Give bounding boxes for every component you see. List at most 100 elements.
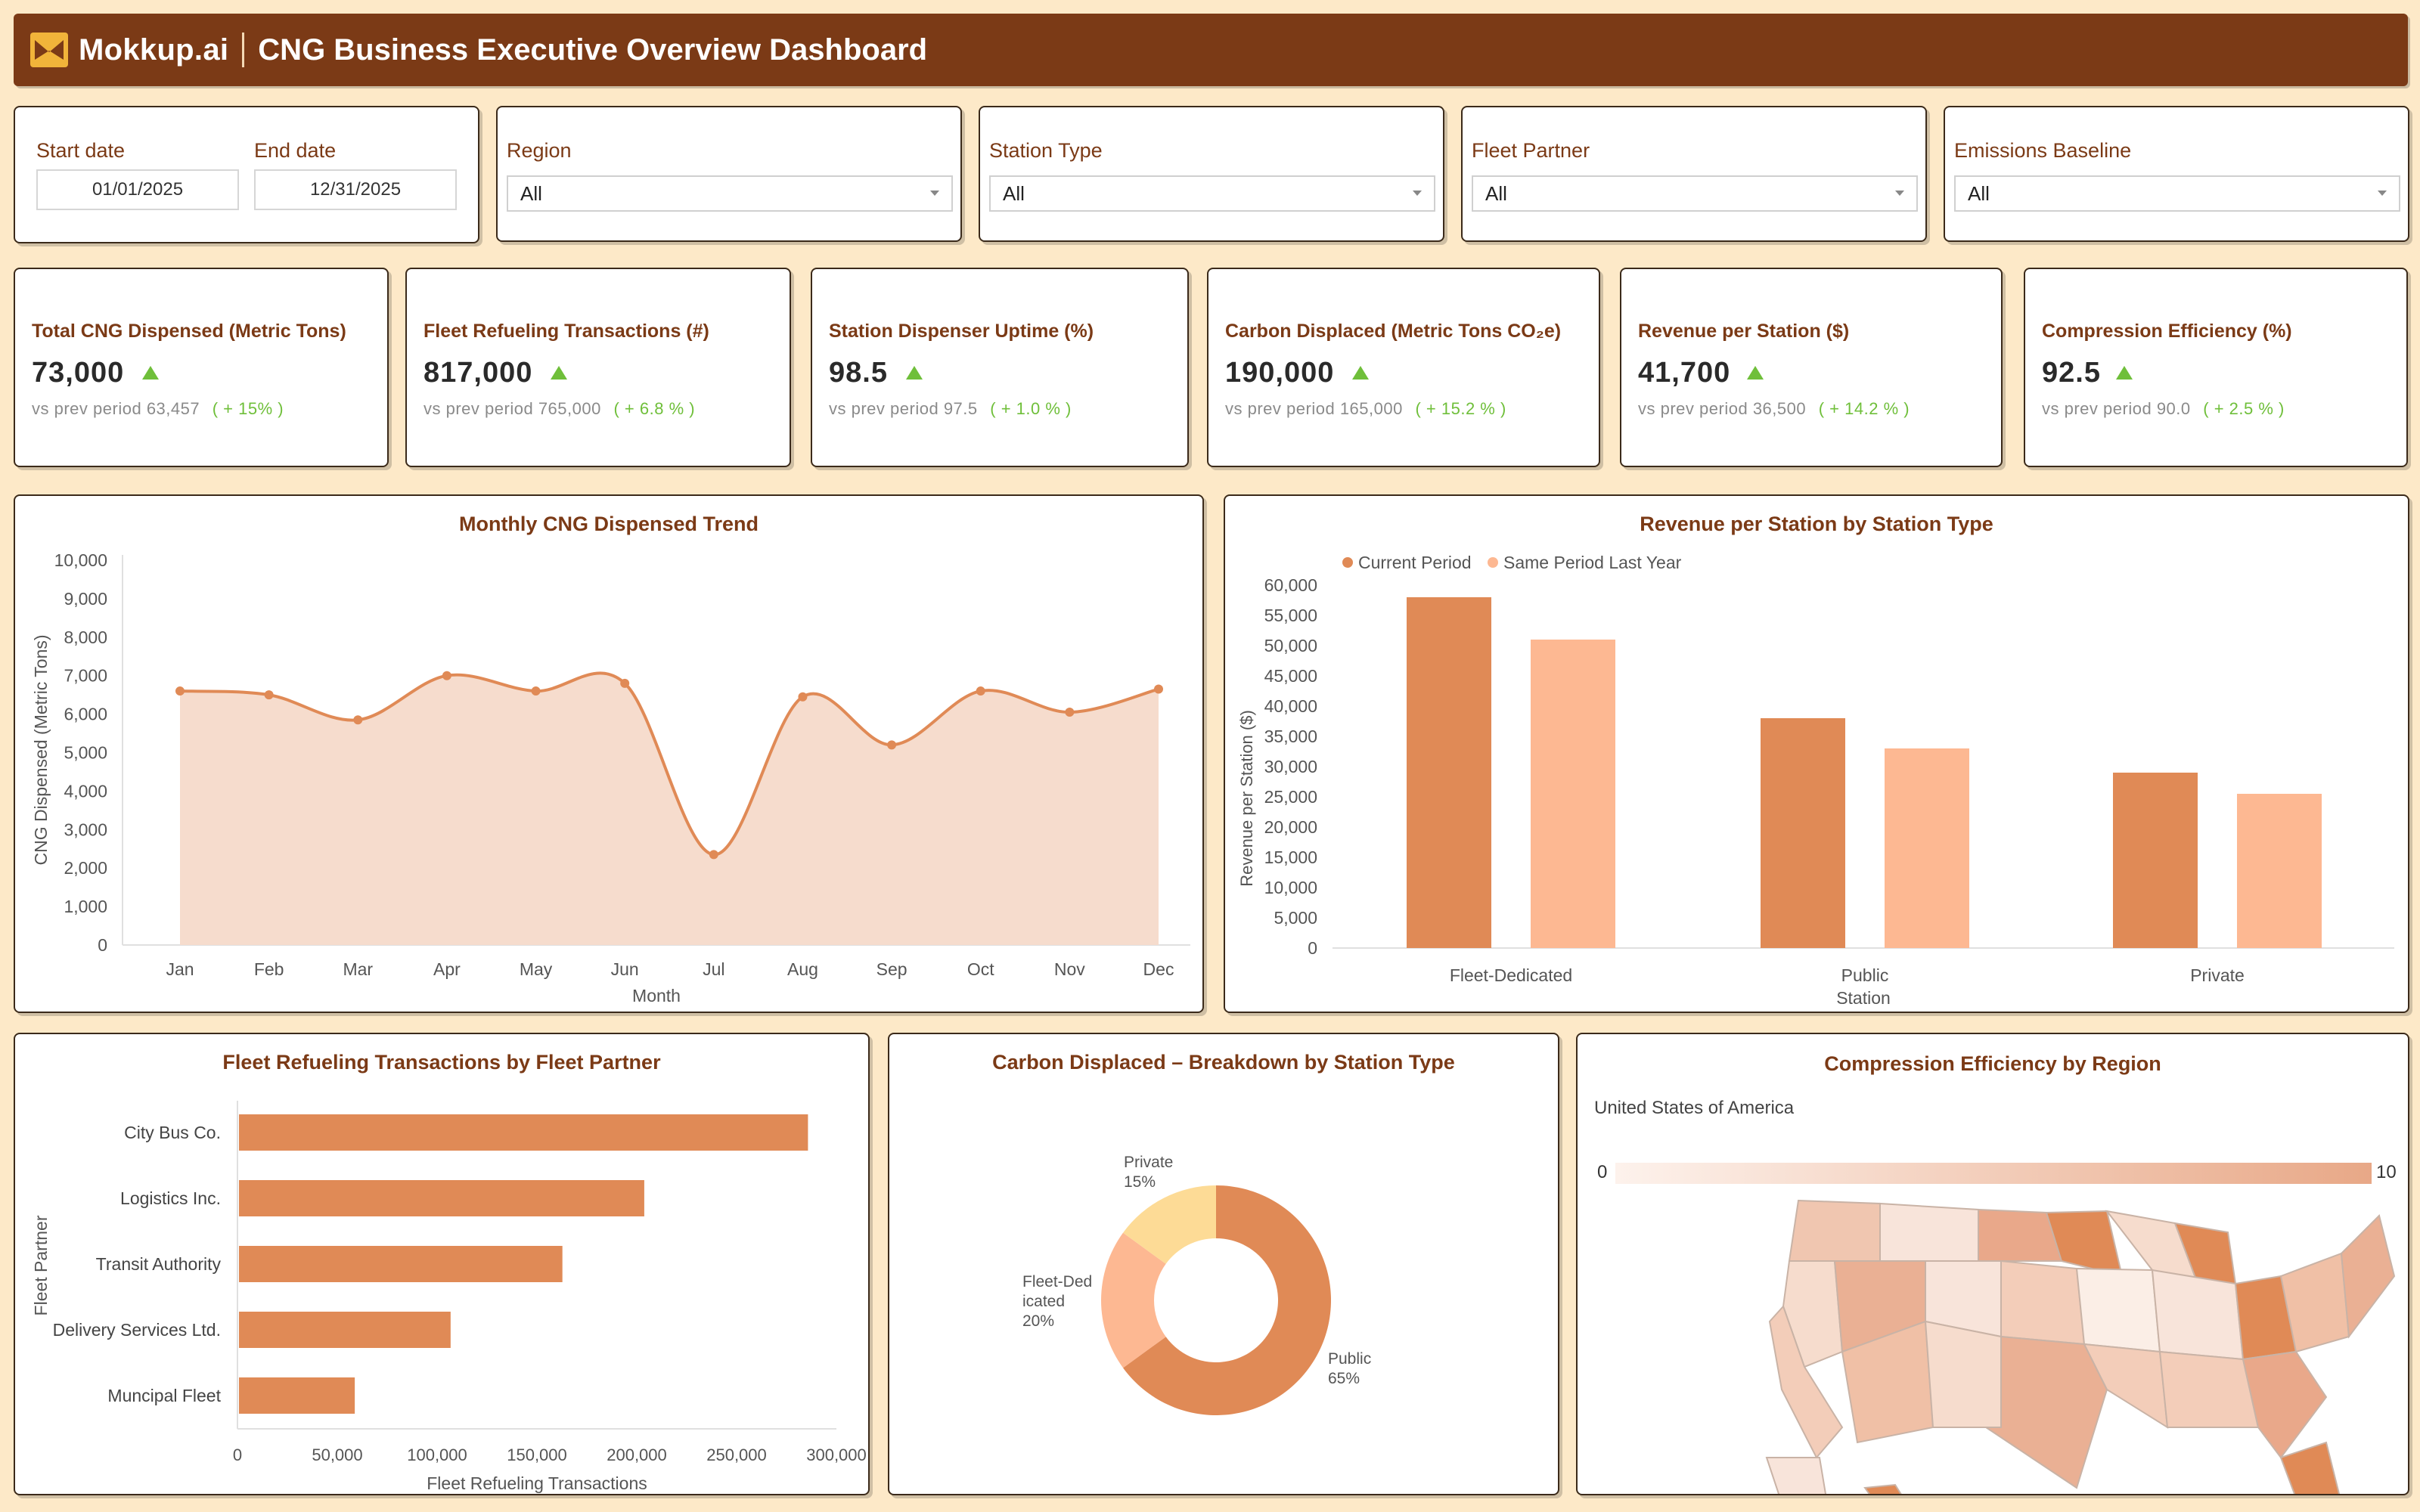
carbon-breakdown-card: Carbon Displaced – Breakdown by Station … [888, 1033, 1559, 1495]
us-choropleth-map[interactable]: 0 10 [1578, 1034, 2408, 1494]
kpi-title: Total CNG Dispensed (Metric Tons) [32, 321, 346, 342]
kpi-delta: ( + 2.5 % ) [2203, 399, 2285, 418]
state-oregon-nevada[interactable] [1782, 1260, 1844, 1368]
bar[interactable] [1407, 597, 1491, 948]
x-tick-label: Jun [611, 959, 639, 979]
end-date-input[interactable]: 12/31/2025 [254, 169, 457, 210]
emissions-select[interactable]: All [1954, 175, 2400, 212]
y-tick-label: 25,000 [1264, 787, 1317, 807]
area-series [180, 673, 1159, 945]
state-illinois-indiana[interactable] [2151, 1269, 2245, 1361]
kpi-value: 41,700 [1638, 357, 1731, 389]
y-tick-label: 40,000 [1264, 696, 1317, 716]
x-tick-label: Feb [254, 959, 284, 979]
kpi-value: 190,000 [1225, 357, 1335, 389]
bar[interactable] [2113, 773, 2198, 948]
scale-min-label: 0 [1597, 1162, 1607, 1182]
data-point[interactable] [976, 686, 985, 696]
kpi-prev-value: 765,000 [538, 399, 601, 418]
state-northwest[interactable] [1788, 1199, 1881, 1262]
x-tick-label: May [520, 959, 553, 979]
data-point[interactable] [887, 740, 897, 750]
state-texas-oklahoma[interactable] [1983, 1335, 2108, 1489]
state-new-england[interactable] [2340, 1214, 2396, 1339]
compression-map-card: Compression Efficiency by Region United … [1576, 1033, 2409, 1495]
x-axis-title: Month [632, 986, 681, 1005]
data-point[interactable] [1154, 684, 1163, 694]
donut-slice[interactable] [1123, 1185, 1331, 1415]
bar[interactable] [239, 1114, 808, 1151]
data-point[interactable] [798, 692, 808, 702]
y-tick-label: Muncipal Fleet [107, 1386, 221, 1405]
legend-label-last-year[interactable]: Same Period Last Year [1503, 553, 1682, 572]
data-point[interactable] [709, 850, 718, 860]
kpi-value: 73,000 [32, 357, 125, 389]
data-point[interactable] [175, 686, 185, 696]
legend-label-current[interactable]: Current Period [1358, 553, 1472, 572]
bar[interactable] [2237, 794, 2322, 948]
scale-max-label: 10 [2376, 1162, 2397, 1182]
chart-title: Carbon Displaced – Breakdown by Station … [992, 1051, 1455, 1074]
state-new-mexico[interactable] [1924, 1320, 2002, 1428]
bar[interactable] [239, 1377, 355, 1414]
state-iowa-missouri[interactable] [2075, 1267, 2161, 1353]
start-date-input[interactable]: 01/01/2025 [36, 169, 239, 210]
data-point[interactable] [442, 671, 451, 680]
state-montana[interactable] [1879, 1202, 1979, 1262]
kpi-card-dispenser-uptime: Station Dispenser Uptime (%) 98.5 vs pre… [811, 268, 1189, 467]
data-point[interactable] [353, 715, 363, 725]
slice-label: Fleet-Ded [1022, 1273, 1092, 1290]
kpi-delta: ( + 15.2 % ) [1415, 399, 1506, 418]
kpi-prev-label: vs prev period [2042, 399, 2152, 418]
x-tick-label: 200,000 [607, 1445, 667, 1464]
kpi-prev-value: 63,457 [146, 399, 200, 418]
bar[interactable] [239, 1246, 563, 1282]
state-nebraska-kansas[interactable] [2000, 1259, 2086, 1346]
y-tick-label: 3,000 [64, 820, 107, 839]
x-tick-label: Jan [166, 959, 194, 979]
bar[interactable] [239, 1180, 644, 1216]
state-alaska[interactable] [1765, 1457, 1827, 1494]
trend-up-icon [1352, 366, 1369, 380]
state-florida[interactable] [2279, 1441, 2341, 1494]
dashboard-header: Mokkup.ai CNG Business Executive Overvie… [14, 14, 2408, 86]
fleet-transactions-chart: City Bus Co. Logistics Inc. Transit Author… [31, 1101, 867, 1493]
y-tick-label: 0 [98, 935, 107, 955]
y-tick-label: 2,000 [64, 858, 107, 878]
x-tick-label: Jul [703, 959, 724, 979]
fleet-partner-filter-card: Fleet Partner All [1461, 106, 1927, 242]
data-point[interactable] [264, 690, 274, 700]
chevron-down-icon [1895, 191, 1904, 196]
y-tick-label: 55,000 [1264, 606, 1317, 625]
fleet-partner-select-value: All [1485, 181, 1507, 205]
map-subtitle: United States of America [1594, 1098, 1795, 1118]
station-type-filter-card: Station Type All [979, 106, 1444, 242]
donut-slice[interactable] [1123, 1185, 1216, 1264]
slice-label: Private [1124, 1154, 1173, 1171]
start-date-label: Start date [36, 139, 126, 162]
chevron-down-icon [2378, 191, 2387, 196]
x-tick-label: Oct [967, 959, 994, 979]
y-tick-label: 10,000 [1264, 878, 1317, 897]
y-axis-title: Fleet Partner [31, 1215, 51, 1315]
region-select[interactable]: All [507, 175, 953, 212]
donut-slice[interactable] [1101, 1232, 1166, 1368]
data-point[interactable] [620, 678, 630, 688]
state-georgia-carolinas[interactable] [2242, 1350, 2328, 1459]
state-hawaii[interactable] [1863, 1483, 1903, 1494]
bar[interactable] [239, 1312, 451, 1348]
bar[interactable] [1761, 718, 1845, 948]
chart-title: Monthly CNG Dispensed Trend [458, 513, 759, 535]
y-tick-label: 30,000 [1264, 757, 1317, 776]
data-point[interactable] [1065, 708, 1075, 717]
kpi-comparison: vs prev period 165,000 ( + 15.2 % ) [1225, 399, 1506, 419]
station-type-select[interactable]: All [989, 175, 1435, 212]
fleet-partner-select[interactable]: All [1472, 175, 1918, 212]
x-tick-label: 150,000 [507, 1445, 567, 1464]
monthly-trend-card: Monthly CNG Dispensed Trend 10,000 9,000 8… [14, 494, 1204, 1013]
data-point[interactable] [531, 686, 541, 696]
bar[interactable] [1531, 640, 1615, 948]
kpi-comparison: vs prev period 765,000 ( + 6.8 % ) [424, 399, 695, 419]
bar[interactable] [1885, 748, 1969, 948]
brand-name: Mokkup.ai [79, 33, 229, 67]
